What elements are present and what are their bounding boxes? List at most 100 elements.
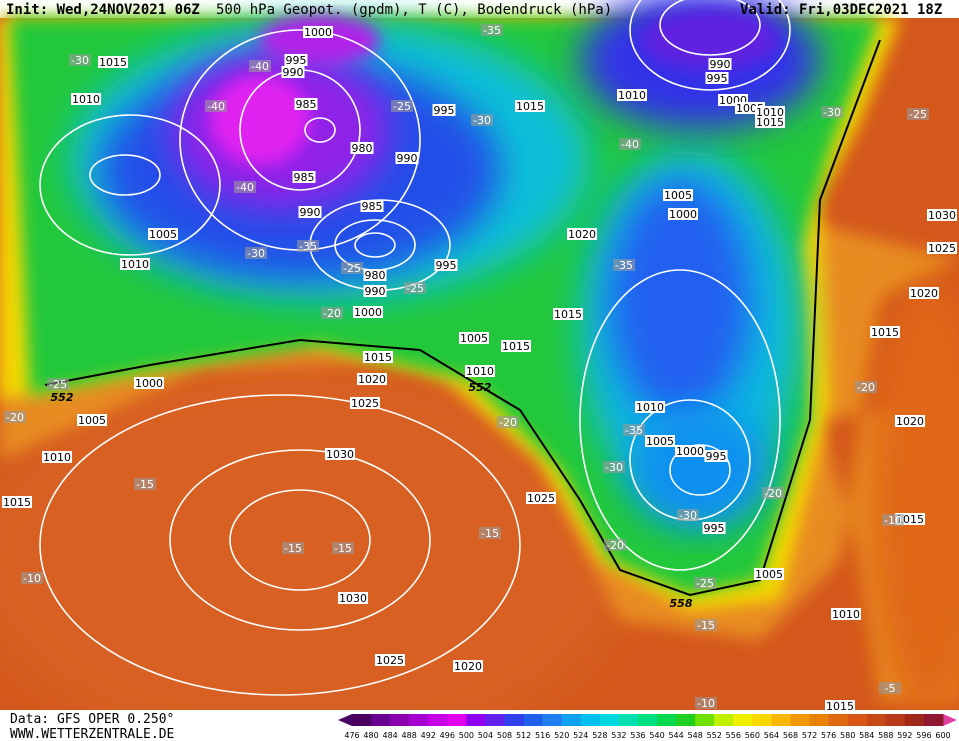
temperature-label-box bbox=[604, 539, 626, 551]
isobar-label: 995 bbox=[436, 259, 457, 272]
temperature-label: -25 bbox=[406, 282, 424, 295]
isobar-label-box bbox=[120, 258, 150, 270]
isobar-label: 990 bbox=[365, 285, 386, 298]
colorbar-cell bbox=[371, 714, 391, 726]
isobar-label-box bbox=[375, 654, 405, 666]
isobar-label: 1025 bbox=[351, 397, 379, 410]
temperature-label-box bbox=[404, 282, 426, 294]
temperature-label: -15 bbox=[136, 478, 154, 491]
isobar-label: 985 bbox=[362, 200, 383, 213]
isobar-label: 1005 bbox=[149, 228, 177, 241]
temperature-label: -30 bbox=[823, 106, 841, 119]
colorbar-cell bbox=[771, 714, 791, 726]
colorbar-cell bbox=[733, 714, 753, 726]
height-label: 558 bbox=[670, 597, 693, 610]
isobar-label-box bbox=[526, 492, 556, 504]
colorbar-tick-label: 596 bbox=[916, 731, 931, 740]
isobar-label-box bbox=[927, 209, 957, 221]
temperature-label-box bbox=[21, 572, 43, 584]
isobar-label-box bbox=[870, 326, 900, 338]
colorbar-tick-label: 544 bbox=[668, 731, 683, 740]
isobar-label: 1005 bbox=[460, 332, 488, 345]
isobar-label: 1015 bbox=[3, 496, 31, 509]
temperature-label: -25 bbox=[343, 262, 361, 275]
isobar-label: 1015 bbox=[99, 56, 127, 69]
height-label: 552 bbox=[51, 391, 74, 404]
colorbar-cell bbox=[466, 714, 486, 726]
isobar-label: 1000 bbox=[135, 377, 163, 390]
temperature-label: -30 bbox=[473, 114, 491, 127]
isobar-label-box bbox=[755, 116, 785, 128]
colorbar-tick-label: 508 bbox=[497, 731, 512, 740]
temperature-label: -30 bbox=[605, 461, 623, 474]
colorbar-tick-label: 500 bbox=[459, 731, 474, 740]
isobar-label: 990 bbox=[710, 58, 731, 71]
isobar-label-box bbox=[708, 58, 732, 70]
colorbar-cell bbox=[809, 714, 830, 726]
colorbar-tick-label: 576 bbox=[821, 731, 836, 740]
colorbar-cell bbox=[428, 714, 448, 726]
isobar-label-box bbox=[705, 72, 729, 84]
isobar-label: 1015 bbox=[502, 340, 530, 353]
isobar-label: 1015 bbox=[516, 100, 544, 113]
colorbar-tick-label: 552 bbox=[707, 731, 722, 740]
temperature-label: -15 bbox=[481, 527, 499, 540]
temperature-label: -5 bbox=[885, 682, 896, 695]
isobar-label: 1025 bbox=[527, 492, 555, 505]
isobar-label: 1000 bbox=[669, 208, 697, 221]
colorbar-cell bbox=[599, 714, 620, 726]
temperature-label: -30 bbox=[71, 54, 89, 67]
isobar-label: 1015 bbox=[554, 308, 582, 321]
temperature-label-box bbox=[134, 478, 156, 490]
isobar-label: 990 bbox=[397, 152, 418, 165]
colorbar-cell bbox=[504, 714, 525, 726]
isobar-label-box bbox=[675, 445, 705, 457]
isobar-label-box bbox=[363, 269, 387, 281]
isobar-label: 995 bbox=[286, 54, 307, 67]
temperature-label: -40 bbox=[207, 100, 225, 113]
temperature-label-box bbox=[762, 487, 784, 499]
colorbar-cell bbox=[847, 714, 868, 726]
temperature-label: -20 bbox=[764, 487, 782, 500]
colorbar-cell bbox=[447, 714, 467, 726]
colorbar-cell bbox=[885, 714, 906, 726]
isobar-label: 1020 bbox=[358, 373, 386, 386]
colorbar-cell bbox=[352, 714, 372, 726]
isobar-label: 1015 bbox=[756, 116, 784, 129]
colorbar-cell bbox=[790, 714, 811, 726]
temperature-label-box bbox=[603, 461, 625, 473]
isobar-label-box bbox=[434, 259, 458, 271]
temperature-label-box bbox=[341, 262, 363, 274]
colorbar-cell bbox=[695, 714, 715, 726]
isobar-label: 1000 bbox=[304, 26, 332, 39]
isobar-label-box bbox=[567, 228, 597, 240]
isobars bbox=[39, 0, 791, 696]
isobar-label-box bbox=[2, 496, 32, 508]
isobar-label: 1025 bbox=[376, 654, 404, 667]
colorbar-cell bbox=[409, 714, 429, 726]
isobar-label-box bbox=[353, 306, 383, 318]
colorbar-cell bbox=[866, 714, 887, 726]
isobar-label-box bbox=[702, 522, 726, 534]
isobar-label: 1030 bbox=[326, 448, 354, 461]
isobar-label: 1020 bbox=[910, 287, 938, 300]
isobar-label-box bbox=[909, 287, 939, 299]
isobar-label-box bbox=[825, 700, 855, 712]
isobar-label-box bbox=[465, 365, 495, 377]
colorbar-tick-label: 556 bbox=[726, 731, 741, 740]
isobar-label-box bbox=[755, 106, 785, 118]
isobar-label: 995 bbox=[706, 450, 727, 463]
temperature-label: -35 bbox=[615, 259, 633, 272]
isobar-label-box bbox=[754, 568, 784, 580]
colorbar-tick-label: 520 bbox=[554, 731, 569, 740]
temperature-label: -25 bbox=[696, 577, 714, 590]
colorbar-tick-label: 496 bbox=[440, 731, 455, 740]
isobar-label: 1005 bbox=[755, 568, 783, 581]
colorbar-cell bbox=[923, 714, 944, 726]
temperature-label-box bbox=[623, 424, 645, 436]
temperature-label-box bbox=[245, 247, 267, 259]
colorbar-cell bbox=[523, 714, 544, 726]
temperature-label: -40 bbox=[621, 138, 639, 151]
isobar-label: 985 bbox=[296, 98, 317, 111]
isobar-label: 980 bbox=[352, 142, 373, 155]
